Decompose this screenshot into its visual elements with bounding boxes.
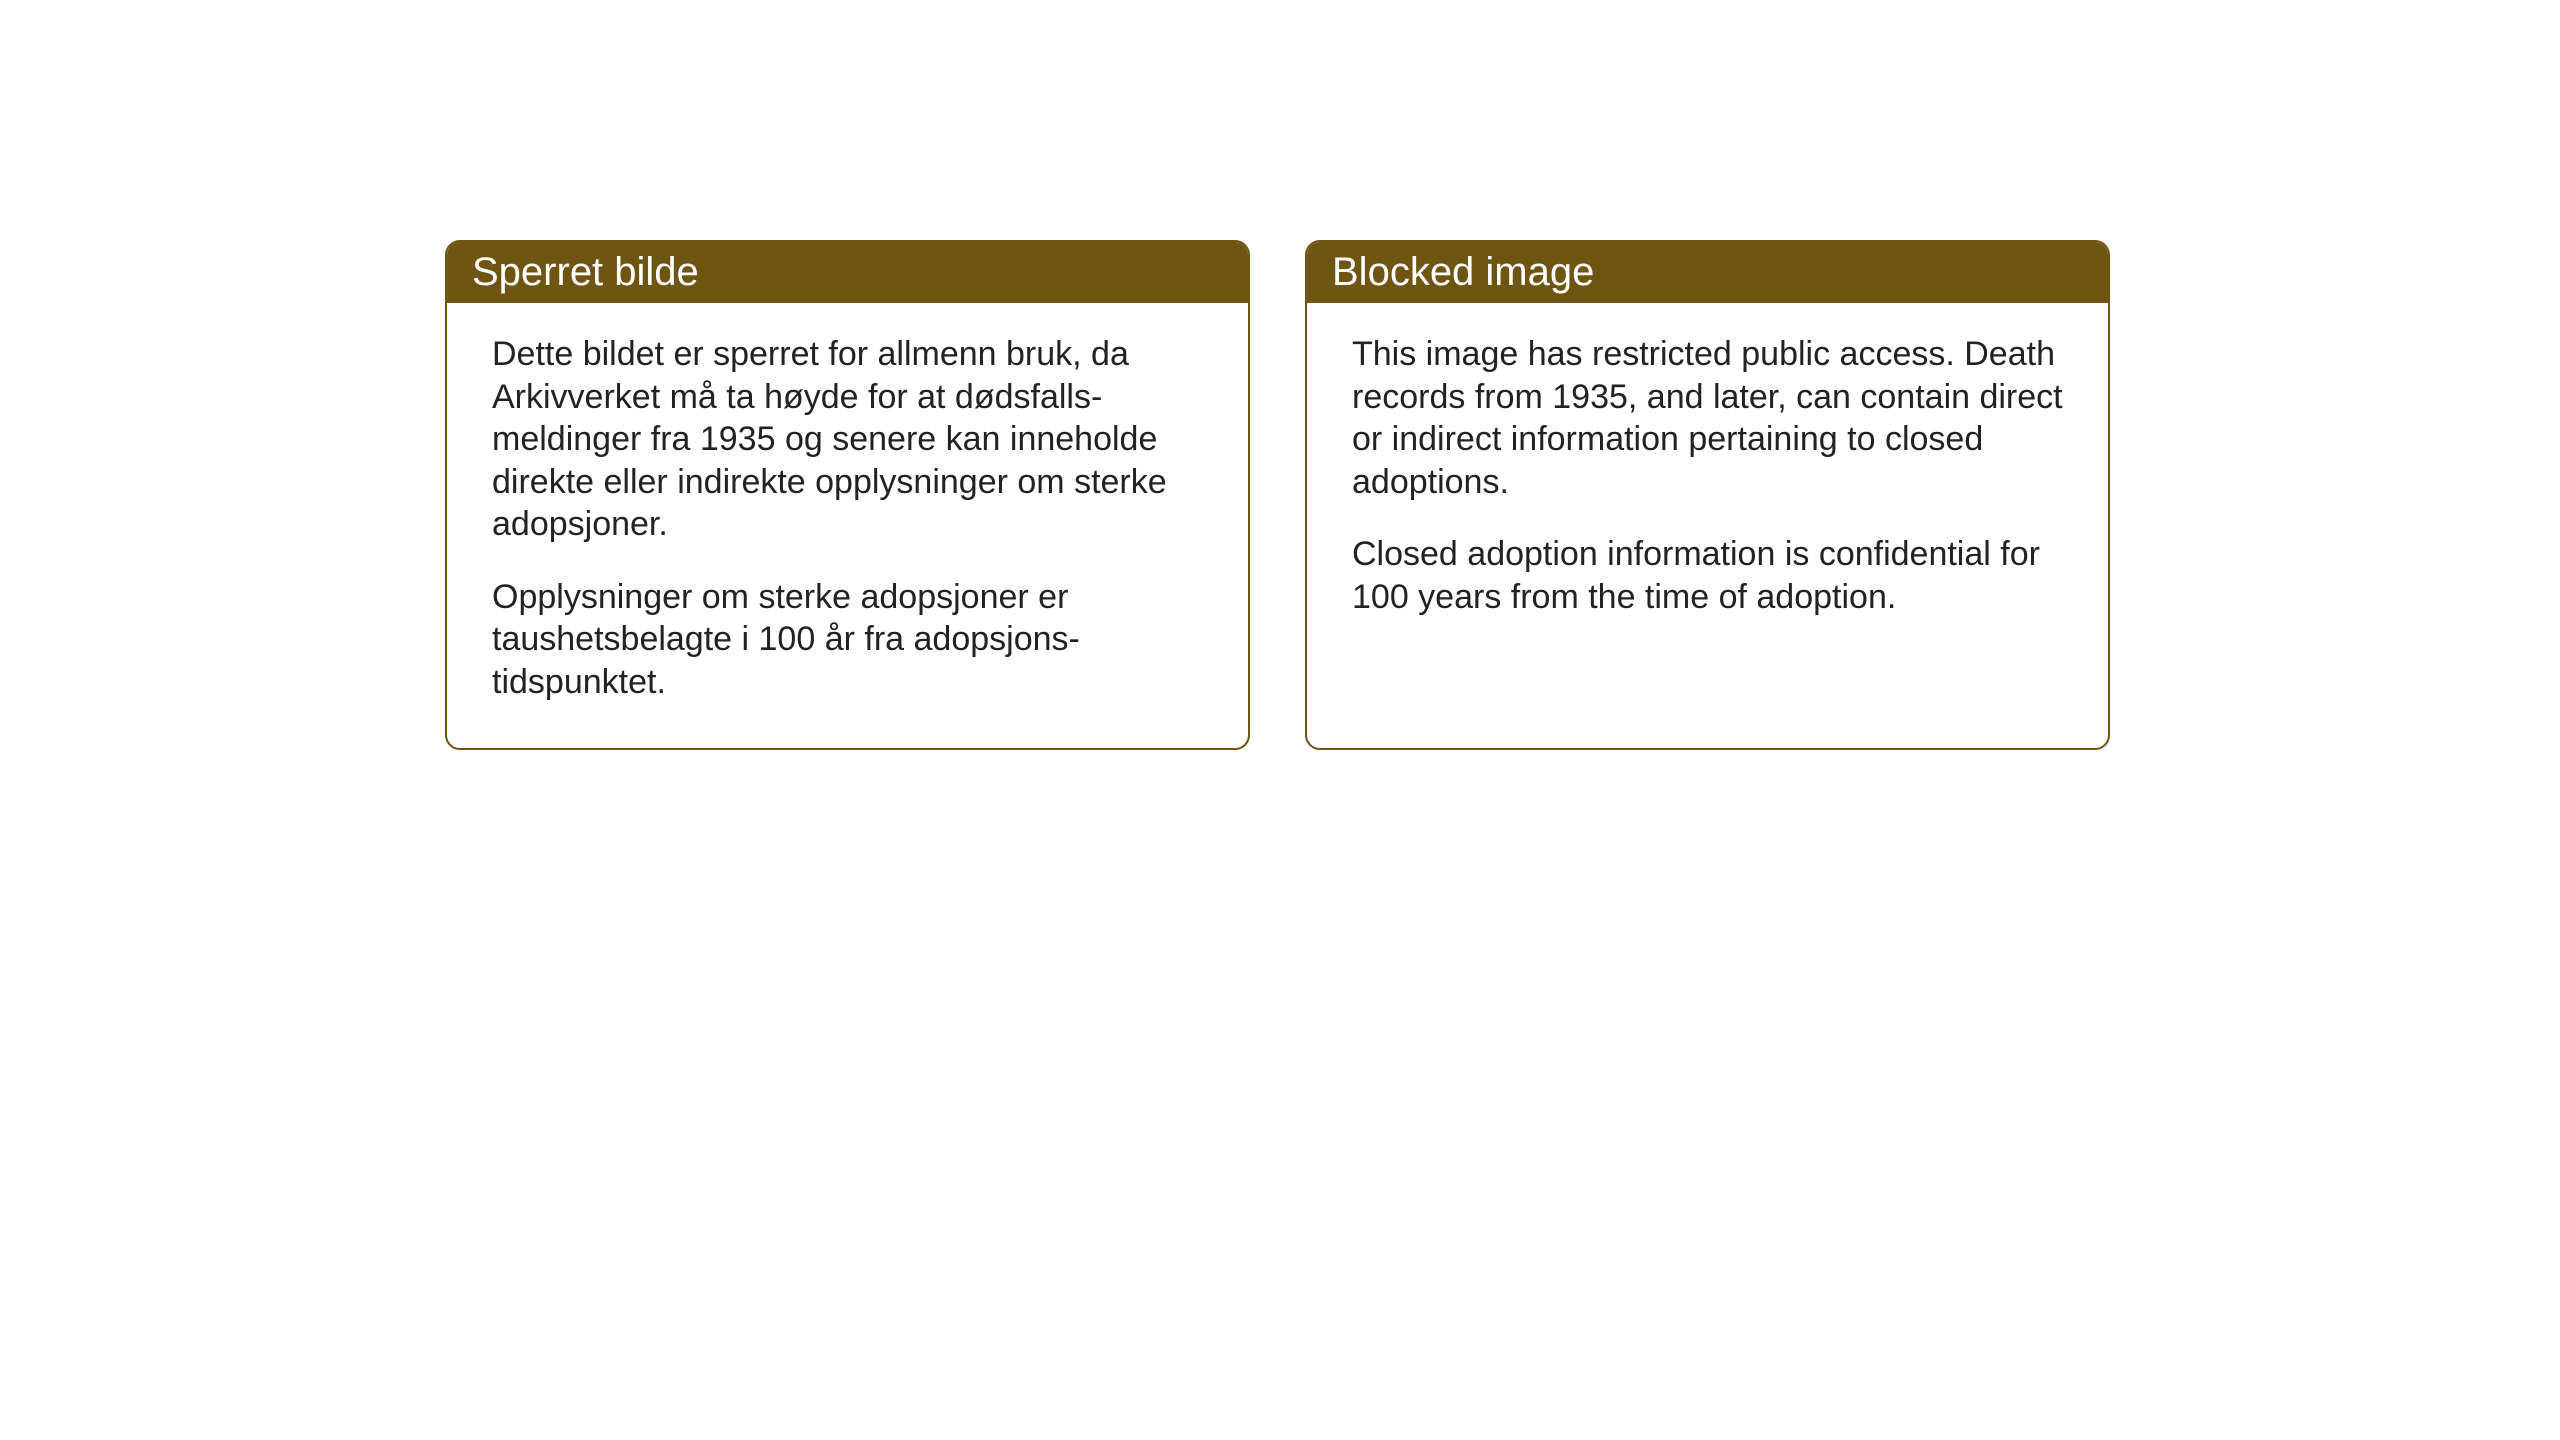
english-card-title: Blocked image [1332, 250, 1594, 294]
norwegian-card-title: Sperret bilde [472, 250, 699, 294]
english-paragraph-1: This image has restricted public access.… [1352, 333, 2063, 503]
notice-container: Sperret bilde Dette bildet er sperret fo… [445, 240, 2110, 750]
norwegian-card-body: Dette bildet er sperret for allmenn bruk… [447, 303, 1248, 743]
norwegian-notice-card: Sperret bilde Dette bildet er sperret fo… [445, 240, 1250, 750]
norwegian-paragraph-1: Dette bildet er sperret for allmenn bruk… [492, 333, 1203, 546]
norwegian-card-header: Sperret bilde [447, 242, 1248, 303]
english-notice-card: Blocked image This image has restricted … [1305, 240, 2110, 750]
english-card-header: Blocked image [1307, 242, 2108, 303]
norwegian-paragraph-2: Opplysninger om sterke adopsjoner er tau… [492, 576, 1203, 704]
english-card-body: This image has restricted public access.… [1307, 303, 2108, 658]
english-paragraph-2: Closed adoption information is confident… [1352, 533, 2063, 618]
